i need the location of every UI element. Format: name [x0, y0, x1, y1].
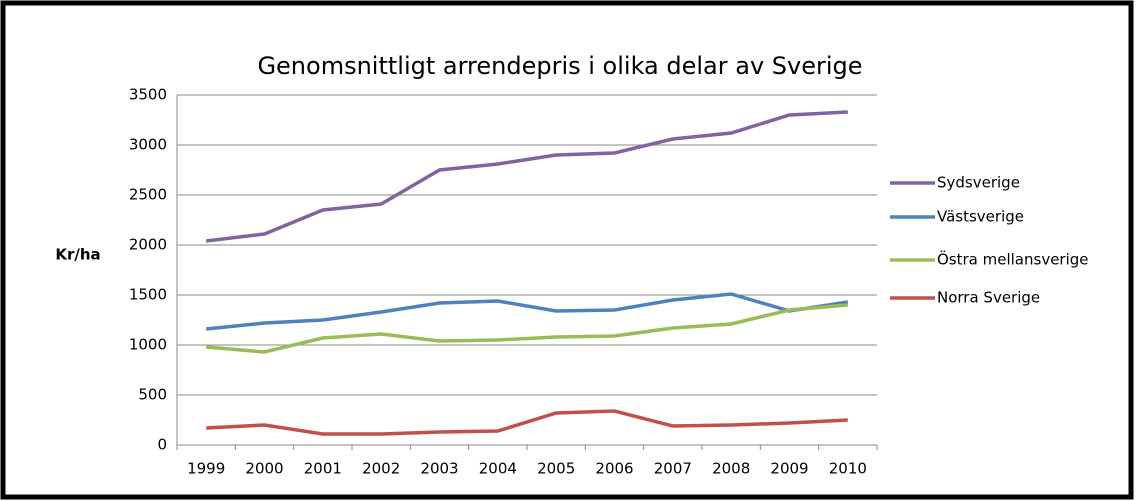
legend-label: Norra Sverige — [937, 289, 1040, 307]
y-tick-label: 1500 — [129, 286, 167, 304]
series-line — [206, 303, 848, 354]
series-line — [205, 292, 849, 331]
legend-label: Östra mellansverige — [937, 250, 1089, 269]
y-tick-label: 2000 — [129, 236, 167, 254]
x-tick-label: 2003 — [420, 460, 458, 478]
x-tick-label: 2009 — [770, 460, 808, 478]
y-tick-label: 1000 — [129, 336, 167, 354]
y-axis-label: Kr/ha — [55, 246, 100, 264]
x-tick-label: 2000 — [245, 460, 283, 478]
x-tick-label: 2004 — [479, 460, 517, 478]
x-tick-label: 2008 — [712, 460, 750, 478]
legend-label: Västsverige — [937, 208, 1024, 226]
x-tick-label: 2006 — [595, 460, 633, 478]
x-tick-label: 2002 — [362, 460, 400, 478]
legend-label: Sydsverige — [937, 174, 1020, 192]
chart-title: Genomsnittligt arrendepris i olika delar… — [257, 52, 862, 80]
x-tick-label: 1999 — [187, 460, 225, 478]
series-line — [206, 409, 848, 436]
x-tick-label: 2010 — [829, 460, 867, 478]
y-tick-label: 3000 — [129, 136, 167, 154]
y-tick-label: 3500 — [129, 86, 167, 104]
y-tick-label: 0 — [157, 436, 167, 454]
series-line — [205, 110, 848, 243]
y-tick-label: 500 — [138, 386, 167, 404]
x-tick-label: 2005 — [537, 460, 575, 478]
y-tick-label: 2500 — [129, 186, 167, 204]
x-tick-label: 2001 — [304, 460, 342, 478]
x-tick-label: 2007 — [654, 460, 692, 478]
